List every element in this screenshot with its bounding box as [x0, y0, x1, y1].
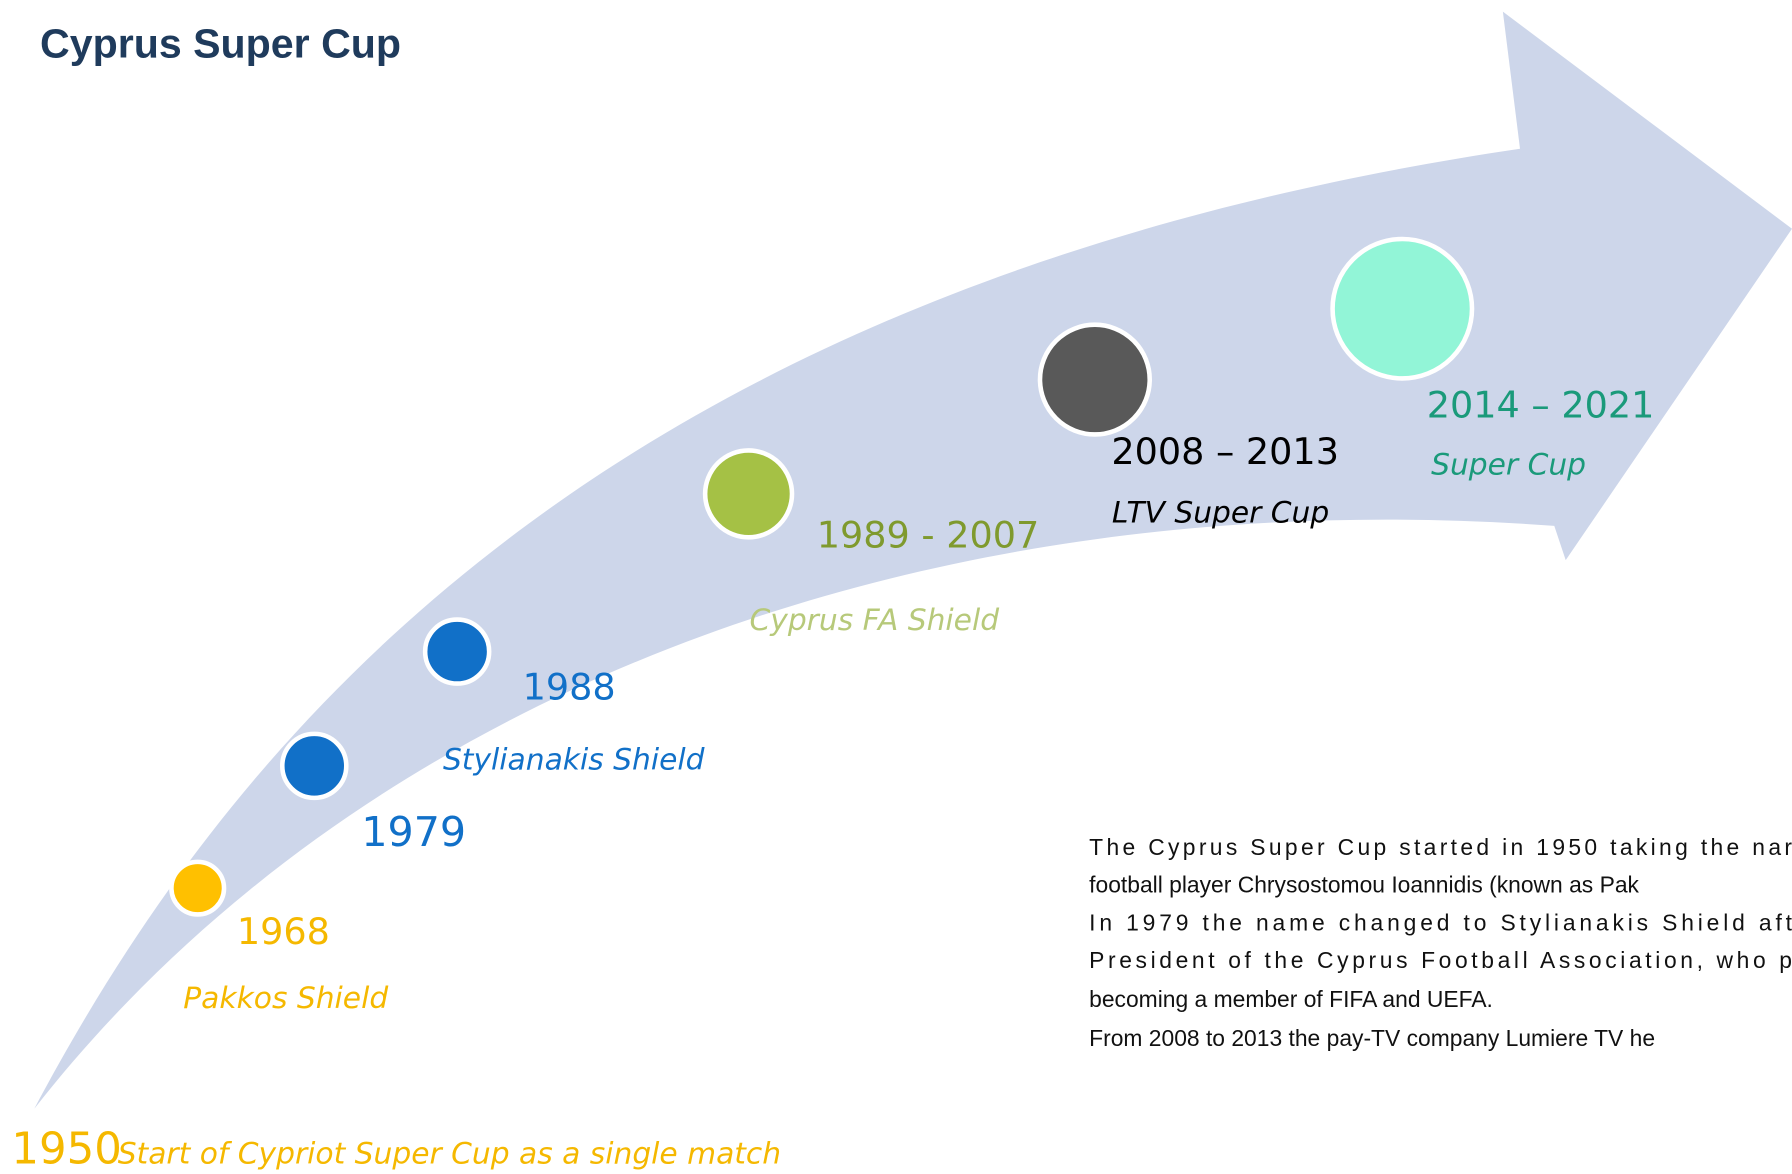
dot — [1037, 322, 1152, 437]
milestone-label: LTV Super Cup — [1112, 495, 1329, 530]
year: 2014 – 2021 — [1427, 383, 1655, 426]
description-line: becoming a member of FIFA and UEFA. — [1089, 986, 1493, 1012]
milestone-label: Super Cup — [1431, 447, 1586, 482]
milestone-label: Start of Cypriot Super Cup as a single m… — [118, 1137, 781, 1172]
milestone-label: Pakkos Shield — [183, 981, 388, 1016]
milestone-label: Stylianakis Shield — [443, 742, 705, 777]
year: 1989 - 2007 — [817, 514, 1040, 557]
description-line: In 1979 the name changed to Stylianakis … — [1089, 909, 1792, 935]
dot — [702, 448, 795, 540]
dot — [422, 617, 492, 686]
milestone-label: Cyprus FA Shield — [750, 603, 1000, 638]
year: 1979 — [361, 808, 466, 856]
dot — [1330, 236, 1475, 381]
year: 1988 — [523, 666, 616, 709]
dot — [280, 731, 349, 801]
description-line: football player Chrysostomou Ioannidis (… — [1089, 872, 1639, 898]
description-line: From 2008 to 2013 the pay-TV company Lum… — [1089, 1025, 1655, 1051]
description: The Cyprus Super Cup started in 1950 tak… — [1089, 834, 1792, 1051]
description-line: President of the Cyprus Football Associa… — [1089, 947, 1792, 973]
milestone-dots — [169, 236, 1475, 917]
year: 1968 — [237, 910, 330, 953]
title: Cyprus Super Cup — [40, 20, 401, 66]
description-line: The Cyprus Super Cup started in 1950 tak… — [1089, 834, 1792, 860]
dot — [169, 859, 227, 917]
year: 1950 — [11, 1125, 121, 1174]
year: 2008 – 2013 — [1111, 430, 1339, 473]
